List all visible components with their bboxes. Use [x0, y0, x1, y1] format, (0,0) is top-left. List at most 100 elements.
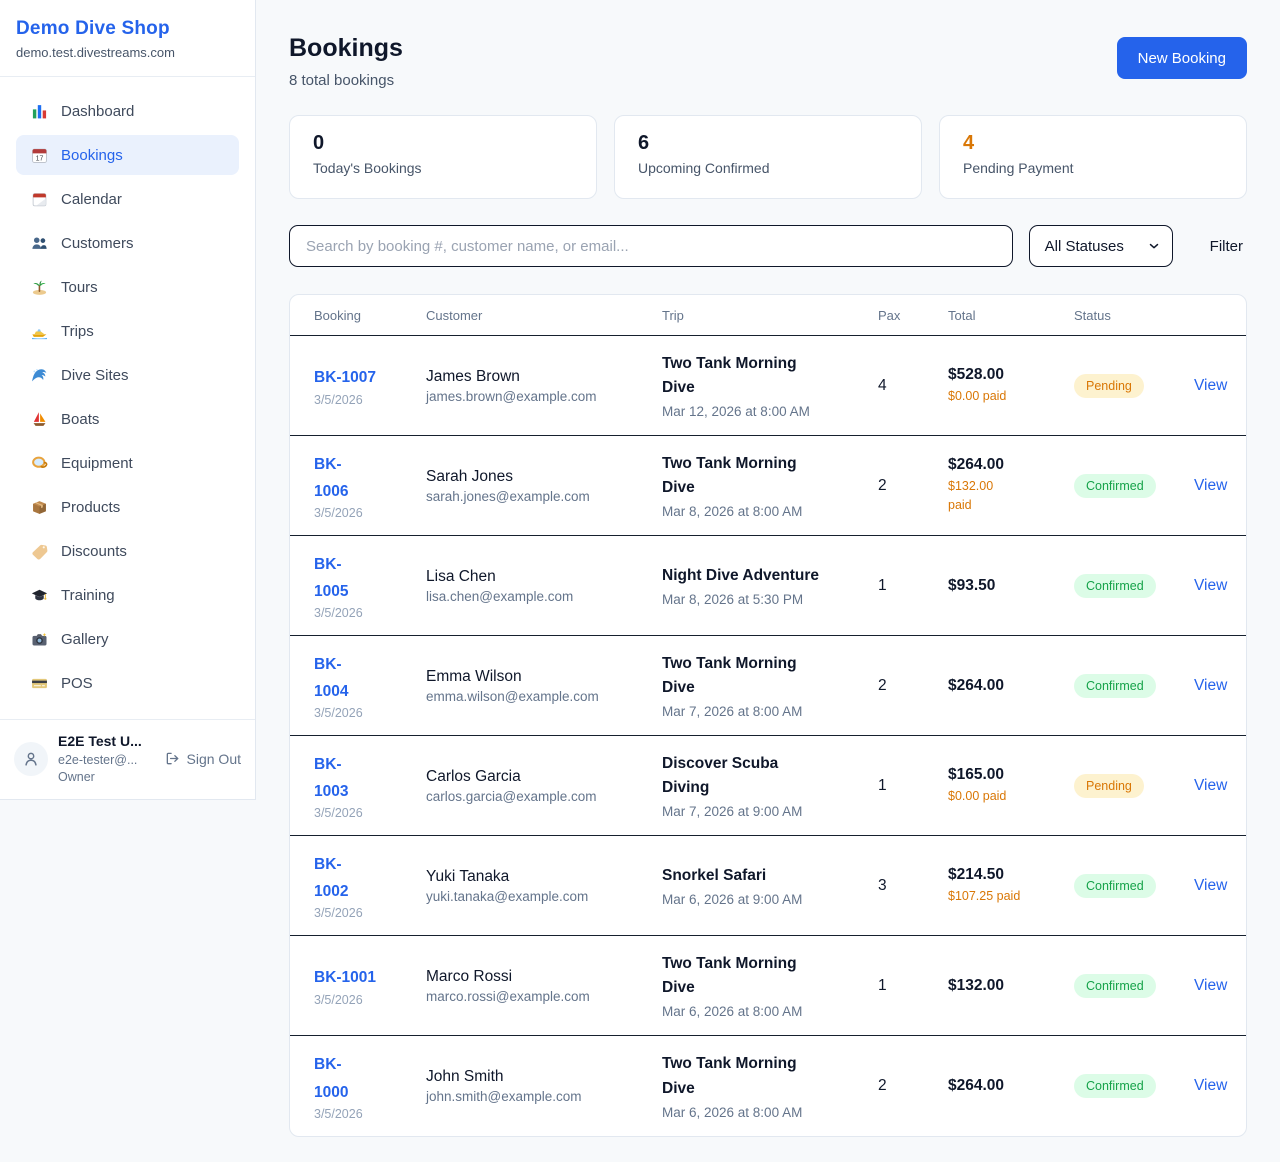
total-amount: $264.00 — [948, 676, 1005, 694]
status-cell: Confirmed — [1074, 1074, 1194, 1098]
sidebar-item-products[interactable]: Products — [16, 487, 239, 527]
view-link[interactable]: View — [1194, 776, 1228, 794]
wave-icon — [30, 367, 48, 384]
paid-amount: $0.00 paid — [948, 388, 1007, 403]
pax-value: 4 — [878, 376, 887, 394]
trip-cell: Discover Scuba Diving Mar 7, 2026 at 9:00… — [662, 752, 878, 819]
sign-out-button[interactable]: Sign Out — [165, 751, 241, 767]
status-cell: Pending — [1074, 773, 1194, 798]
column-header-status: Status — [1074, 307, 1111, 323]
sidebar-item-dashboard[interactable]: Dashboard — [16, 91, 239, 131]
search-input[interactable] — [289, 225, 1013, 267]
customer-name: Sarah Jones — [426, 467, 514, 485]
sidebar-item-tours[interactable]: Tours — [16, 267, 239, 307]
total-amount: $165.00 — [948, 765, 1005, 783]
sidebar-item-label: Discounts — [61, 542, 127, 560]
sidebar-item-gallery[interactable]: Gallery — [16, 619, 239, 659]
booking-id-link[interactable]: BK-1007 — [314, 369, 377, 387]
user-info: E2E Test U... e2e-tester@... Owner — [58, 732, 155, 785]
table-row: BK- 1002 3/5/2026 Yuki Tanaka yuki.tanaka@e… — [290, 836, 1246, 936]
booking-date: 3/5/2026 — [314, 1106, 363, 1121]
status-filter-select[interactable]: All Statuses — [1028, 225, 1173, 267]
sidebar-item-discounts[interactable]: Discounts — [16, 531, 239, 571]
booking-id-link[interactable]: BK- 1005 — [314, 555, 349, 600]
status-badge: Confirmed — [1074, 1074, 1156, 1098]
status-badge: Pending — [1074, 373, 1144, 398]
sidebar-item-label: Equipment — [61, 454, 133, 472]
total-cell: $165.00 $0.00 paid — [948, 766, 1074, 806]
booking-date: 3/5/2026 — [314, 392, 363, 407]
total-amount: $264.00 — [948, 1077, 1005, 1094]
status-filter-value: All Statuses — [1044, 237, 1124, 255]
view-link[interactable]: View — [1194, 976, 1228, 994]
booking-id-link[interactable]: BK- 1002 — [314, 855, 349, 900]
trip-name: Two Tank Morning Dive — [662, 454, 797, 496]
booking-id-link[interactable]: BK-1001 — [314, 969, 377, 987]
sidebar-item-customers[interactable]: Customers — [16, 223, 239, 263]
sidebar-item-label: Dive Sites — [61, 366, 129, 384]
booking-date: 3/5/2026 — [314, 992, 363, 1007]
brand-block: Demo Dive Shop demo.test.divestreams.com — [0, 0, 255, 77]
booking-id-link[interactable]: BK- 1006 — [314, 455, 349, 500]
stat-label: Upcoming Confirmed — [638, 160, 770, 176]
total-cell: $264.00 — [948, 677, 1074, 695]
status-cell: Confirmed — [1074, 873, 1194, 898]
view-link[interactable]: View — [1194, 476, 1228, 494]
booking-id-link[interactable]: BK- 1004 — [314, 655, 349, 700]
sidebar-item-training[interactable]: Training — [16, 575, 239, 615]
sidebar-item-label: Calendar — [61, 190, 122, 208]
total-cell: $264.00 $132.00 paid — [948, 456, 1074, 515]
avatar — [14, 741, 48, 776]
column-header-booking: Booking — [314, 307, 361, 323]
booking-id-link[interactable]: BK- 1003 — [314, 755, 349, 800]
trip-datetime: Mar 6, 2026 at 9:00 AM — [662, 892, 803, 907]
booking-date: 3/5/2026 — [314, 606, 363, 621]
sidebar-item-boats[interactable]: Boats — [16, 399, 239, 439]
view-link[interactable]: View — [1194, 1077, 1228, 1094]
sidebar-item-dive-sites[interactable]: Dive Sites — [16, 355, 239, 395]
customer-email: sarah.jones@example.com — [426, 488, 590, 504]
customer-cell: James Brown james.brown@example.com — [426, 368, 662, 404]
view-link[interactable]: View — [1194, 376, 1228, 394]
customer-cell: Yuki Tanaka yuki.tanaka@example.com — [426, 868, 662, 904]
table-row: BK- 1003 3/5/2026 Carlos Garcia carlos.garc… — [290, 736, 1246, 836]
view-cell: View — [1194, 377, 1227, 395]
view-link[interactable]: View — [1194, 676, 1228, 694]
status-badge: Pending — [1074, 773, 1144, 798]
booking-cell: BK- 1005 3/5/2026 — [314, 551, 426, 620]
sidebar-nav: Dashboard 17 Bookings Calendar Customers Tour… — [0, 77, 255, 703]
trip-cell: Night Dive Adventure Mar 8, 2026 at 5:30 … — [662, 564, 878, 607]
sidebar-item-bookings[interactable]: 17 Bookings — [16, 135, 239, 175]
booking-date: 3/5/2026 — [314, 506, 363, 521]
sidebar-item-pos[interactable]: POS — [16, 663, 239, 703]
page-header: Bookings 8 total bookings New Booking — [289, 34, 1247, 89]
total-cell: $93.50 — [948, 577, 1074, 595]
speedboat-icon — [30, 323, 48, 340]
sidebar-item-label: Boats — [61, 410, 100, 428]
sidebar-item-label: Customers — [61, 234, 134, 252]
customer-name: John Smith — [426, 1068, 504, 1085]
status-badge: Confirmed — [1074, 873, 1156, 898]
view-link[interactable]: View — [1194, 576, 1228, 594]
stat-value: 6 — [638, 132, 650, 154]
view-link[interactable]: View — [1194, 876, 1228, 894]
trip-cell: Two Tank Morning Dive Mar 6, 2026 at 8:00… — [662, 952, 878, 1019]
trip-datetime: Mar 12, 2026 at 8:00 AM — [662, 404, 810, 420]
booking-id-link[interactable]: BK- 1000 — [314, 1056, 349, 1101]
customer-name: Emma Wilson — [426, 667, 522, 685]
sidebar-item-label: POS — [61, 674, 93, 692]
main-content: Bookings 8 total bookings New Booking 0 T… — [256, 0, 1280, 1137]
trip-datetime: Mar 8, 2026 at 5:30 PM — [662, 592, 804, 607]
filter-button[interactable]: Filter — [1206, 238, 1247, 255]
status-cell: Confirmed — [1074, 573, 1194, 598]
user-name: E2E Test U... — [58, 733, 142, 750]
sidebar-item-trips[interactable]: Trips — [16, 311, 239, 351]
table-row: BK- 1006 3/5/2026 Sarah Jones sarah.jones@e… — [290, 436, 1246, 536]
customer-name: Marco Rossi — [426, 967, 513, 985]
sidebar-item-calendar[interactable]: Calendar — [16, 179, 239, 219]
customer-name: Lisa Chen — [426, 567, 496, 585]
new-booking-button[interactable]: New Booking — [1116, 37, 1247, 79]
booking-date: 3/5/2026 — [314, 806, 363, 821]
sidebar-item-equipment[interactable]: Equipment — [16, 443, 239, 483]
view-cell: View — [1194, 677, 1227, 695]
